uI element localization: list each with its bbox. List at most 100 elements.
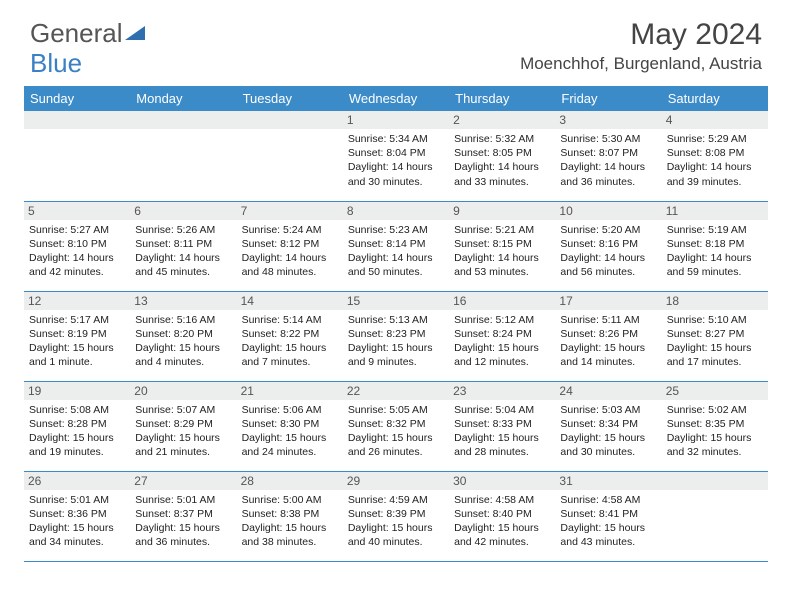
sunrise-text: Sunrise: 5:26 AM <box>135 223 231 237</box>
sunrise-text: Sunrise: 4:58 AM <box>454 493 550 507</box>
daylight-text: Daylight: 14 hours <box>348 251 444 265</box>
calendar-day-cell: 20Sunrise: 5:07 AMSunset: 8:29 PMDayligh… <box>130 381 236 471</box>
sunrise-text: Sunrise: 4:58 AM <box>560 493 656 507</box>
daylight-text: Daylight: 15 hours <box>454 431 550 445</box>
calendar-day-cell: 11Sunrise: 5:19 AMSunset: 8:18 PMDayligh… <box>662 201 768 291</box>
sunset-text: Sunset: 8:20 PM <box>135 327 231 341</box>
daylight-text: Daylight: 14 hours <box>667 160 763 174</box>
weekday-header: Monday <box>130 86 236 111</box>
sunrise-text: Sunrise: 5:27 AM <box>29 223 125 237</box>
calendar-day-cell: 29Sunrise: 4:59 AMSunset: 8:39 PMDayligh… <box>343 471 449 561</box>
sunrise-text: Sunrise: 5:12 AM <box>454 313 550 327</box>
daylight-text: Daylight: 15 hours <box>135 521 231 535</box>
sunrise-text: Sunrise: 5:01 AM <box>135 493 231 507</box>
day-number: 31 <box>555 472 661 490</box>
sunrise-text: Sunrise: 5:20 AM <box>560 223 656 237</box>
day-number: 30 <box>449 472 555 490</box>
daylight-text: and 1 minute. <box>29 355 125 369</box>
day-number: 13 <box>130 292 236 310</box>
calendar-day-cell <box>130 111 236 201</box>
sunrise-text: Sunrise: 5:16 AM <box>135 313 231 327</box>
day-number-empty <box>130 111 236 129</box>
daylight-text: and 36 minutes. <box>560 175 656 189</box>
calendar-day-cell: 17Sunrise: 5:11 AMSunset: 8:26 PMDayligh… <box>555 291 661 381</box>
calendar-day-cell: 9Sunrise: 5:21 AMSunset: 8:15 PMDaylight… <box>449 201 555 291</box>
calendar-day-cell: 5Sunrise: 5:27 AMSunset: 8:10 PMDaylight… <box>24 201 130 291</box>
sunset-text: Sunset: 8:16 PM <box>560 237 656 251</box>
calendar-day-cell: 3Sunrise: 5:30 AMSunset: 8:07 PMDaylight… <box>555 111 661 201</box>
sunrise-text: Sunrise: 5:17 AM <box>29 313 125 327</box>
sunrise-text: Sunrise: 5:11 AM <box>560 313 656 327</box>
daylight-text: and 56 minutes. <box>560 265 656 279</box>
sunrise-text: Sunrise: 5:29 AM <box>667 132 763 146</box>
sunset-text: Sunset: 8:11 PM <box>135 237 231 251</box>
sunrise-text: Sunrise: 5:06 AM <box>242 403 338 417</box>
calendar-day-cell: 2Sunrise: 5:32 AMSunset: 8:05 PMDaylight… <box>449 111 555 201</box>
daylight-text: and 50 minutes. <box>348 265 444 279</box>
calendar-day-cell: 8Sunrise: 5:23 AMSunset: 8:14 PMDaylight… <box>343 201 449 291</box>
day-number: 20 <box>130 382 236 400</box>
calendar-day-cell: 13Sunrise: 5:16 AMSunset: 8:20 PMDayligh… <box>130 291 236 381</box>
calendar-day-cell: 21Sunrise: 5:06 AMSunset: 8:30 PMDayligh… <box>237 381 343 471</box>
day-number: 6 <box>130 202 236 220</box>
day-number: 8 <box>343 202 449 220</box>
sunset-text: Sunset: 8:18 PM <box>667 237 763 251</box>
calendar-day-cell: 14Sunrise: 5:14 AMSunset: 8:22 PMDayligh… <box>237 291 343 381</box>
calendar-day-cell: 15Sunrise: 5:13 AMSunset: 8:23 PMDayligh… <box>343 291 449 381</box>
calendar-day-cell <box>24 111 130 201</box>
sunrise-text: Sunrise: 4:59 AM <box>348 493 444 507</box>
daylight-text: and 33 minutes. <box>454 175 550 189</box>
weekday-header: Tuesday <box>237 86 343 111</box>
daylight-text: and 40 minutes. <box>348 535 444 549</box>
sunset-text: Sunset: 8:19 PM <box>29 327 125 341</box>
daylight-text: Daylight: 14 hours <box>29 251 125 265</box>
sunset-text: Sunset: 8:22 PM <box>242 327 338 341</box>
calendar-day-cell: 23Sunrise: 5:04 AMSunset: 8:33 PMDayligh… <box>449 381 555 471</box>
day-number: 29 <box>343 472 449 490</box>
weekday-header: Sunday <box>24 86 130 111</box>
daylight-text: and 53 minutes. <box>454 265 550 279</box>
day-number: 14 <box>237 292 343 310</box>
sunrise-text: Sunrise: 5:01 AM <box>29 493 125 507</box>
calendar-week-row: 5Sunrise: 5:27 AMSunset: 8:10 PMDaylight… <box>24 201 768 291</box>
sunrise-text: Sunrise: 5:24 AM <box>242 223 338 237</box>
sunset-text: Sunset: 8:30 PM <box>242 417 338 431</box>
sunset-text: Sunset: 8:39 PM <box>348 507 444 521</box>
sunset-text: Sunset: 8:32 PM <box>348 417 444 431</box>
weekday-header: Thursday <box>449 86 555 111</box>
daylight-text: and 36 minutes. <box>135 535 231 549</box>
daylight-text: Daylight: 15 hours <box>242 521 338 535</box>
daylight-text: Daylight: 15 hours <box>29 431 125 445</box>
calendar-day-cell: 10Sunrise: 5:20 AMSunset: 8:16 PMDayligh… <box>555 201 661 291</box>
title-block: May 2024 Moenchhof, Burgenland, Austria <box>520 18 762 74</box>
logo-triangle-icon <box>125 18 147 49</box>
daylight-text: Daylight: 15 hours <box>242 341 338 355</box>
sunrise-text: Sunrise: 5:21 AM <box>454 223 550 237</box>
logo-text-1: General <box>30 18 123 49</box>
calendar-day-cell: 22Sunrise: 5:05 AMSunset: 8:32 PMDayligh… <box>343 381 449 471</box>
calendar-day-cell: 28Sunrise: 5:00 AMSunset: 8:38 PMDayligh… <box>237 471 343 561</box>
daylight-text: and 42 minutes. <box>454 535 550 549</box>
calendar-day-cell: 7Sunrise: 5:24 AMSunset: 8:12 PMDaylight… <box>237 201 343 291</box>
day-number: 21 <box>237 382 343 400</box>
daylight-text: Daylight: 15 hours <box>454 521 550 535</box>
calendar-day-cell <box>662 471 768 561</box>
sunset-text: Sunset: 8:08 PM <box>667 146 763 160</box>
daylight-text: and 32 minutes. <box>667 445 763 459</box>
daylight-text: Daylight: 15 hours <box>348 431 444 445</box>
daylight-text: Daylight: 15 hours <box>560 431 656 445</box>
daylight-text: Daylight: 14 hours <box>454 160 550 174</box>
weekday-header: Wednesday <box>343 86 449 111</box>
day-number: 1 <box>343 111 449 129</box>
sunset-text: Sunset: 8:10 PM <box>29 237 125 251</box>
sunrise-text: Sunrise: 5:02 AM <box>667 403 763 417</box>
sunset-text: Sunset: 8:35 PM <box>667 417 763 431</box>
sunrise-text: Sunrise: 5:32 AM <box>454 132 550 146</box>
sunset-text: Sunset: 8:12 PM <box>242 237 338 251</box>
sunrise-text: Sunrise: 5:23 AM <box>348 223 444 237</box>
sunset-text: Sunset: 8:23 PM <box>348 327 444 341</box>
daylight-text: and 24 minutes. <box>242 445 338 459</box>
sunset-text: Sunset: 8:36 PM <box>29 507 125 521</box>
daylight-text: and 43 minutes. <box>560 535 656 549</box>
calendar-week-row: 1Sunrise: 5:34 AMSunset: 8:04 PMDaylight… <box>24 111 768 201</box>
